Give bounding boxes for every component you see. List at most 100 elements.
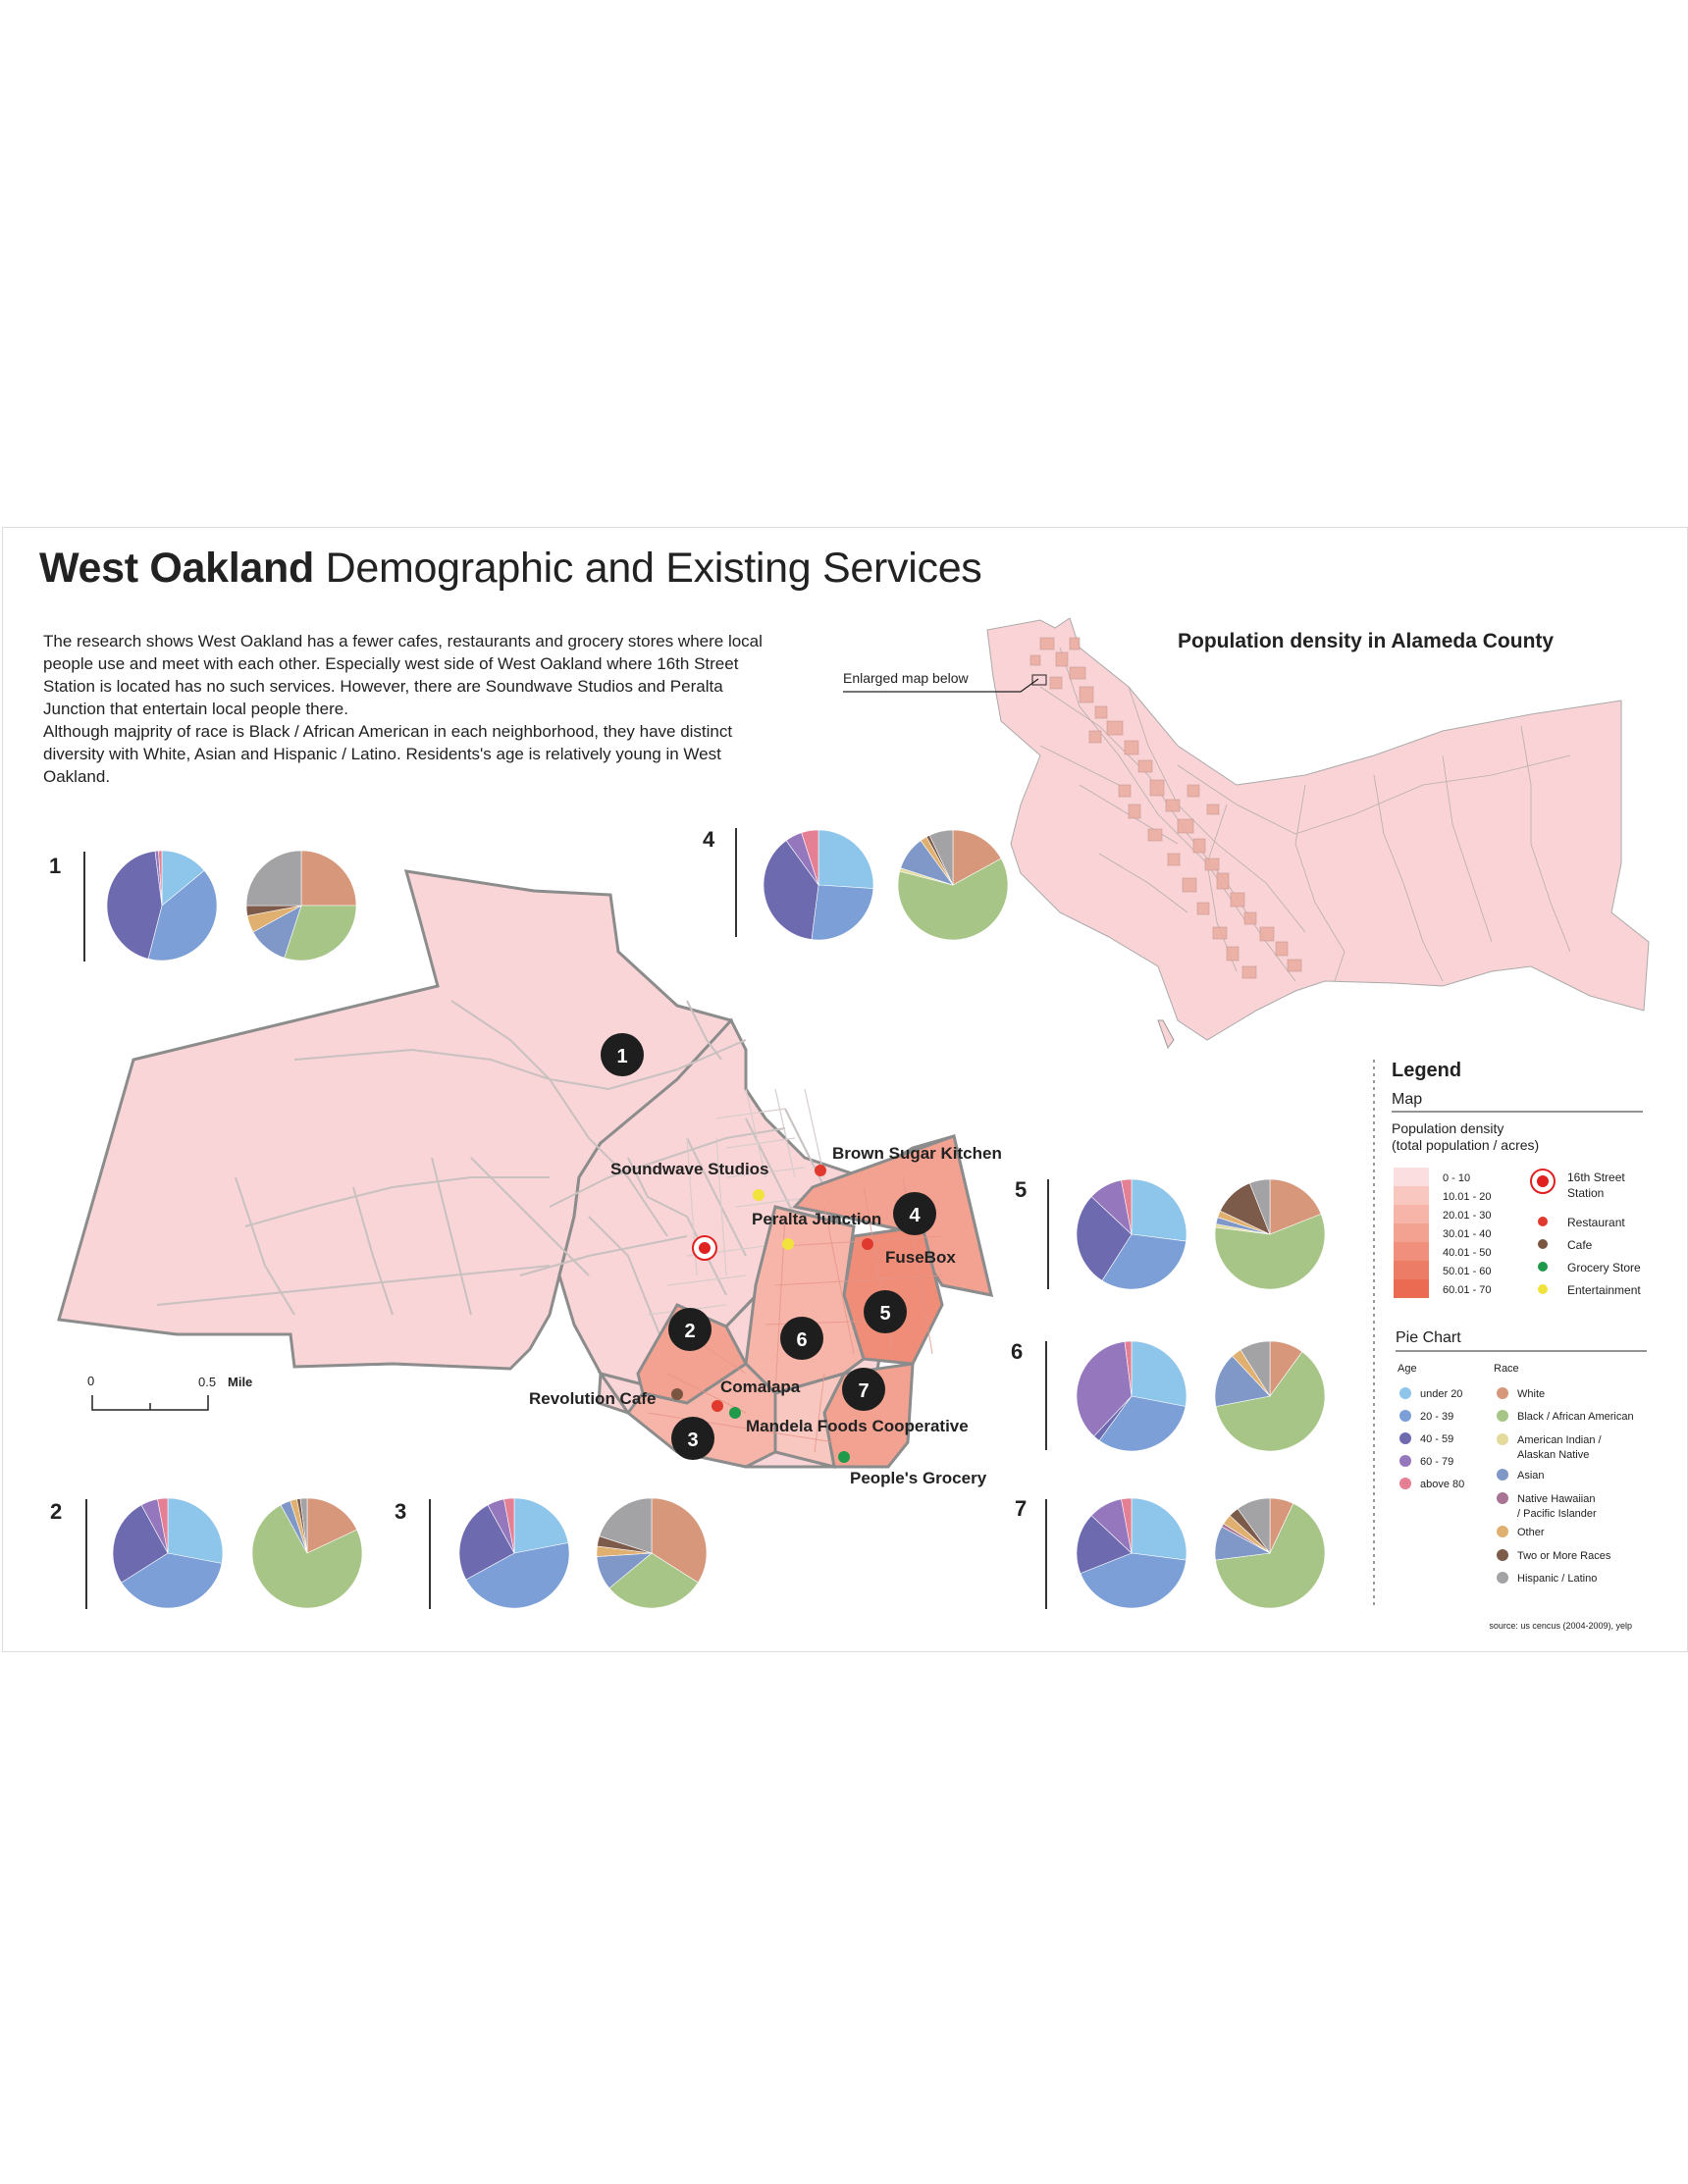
density-swatch-0: [1394, 1168, 1429, 1186]
race-legend-label-3: Alaskan Native: [1517, 1449, 1589, 1461]
density-swatch-4: [1394, 1242, 1429, 1261]
race-pie-3-slice-0: [651, 1497, 708, 1584]
restaurant-fusebox-icon: [862, 1238, 873, 1250]
age-pie-4-slice-4: [801, 829, 819, 886]
race-pie-1-slice-1: [284, 905, 357, 962]
legend-grocery-icon: [1538, 1262, 1548, 1272]
restaurant-comalapa-icon: [712, 1400, 723, 1412]
race-pie-7: [1214, 1497, 1326, 1609]
race-pie-2: [251, 1497, 363, 1609]
density-class-1: 10.01 - 20: [1443, 1191, 1492, 1203]
race-pie-6-slice-3: [1214, 1355, 1271, 1407]
density-class-6: 60.01 - 70: [1443, 1284, 1492, 1296]
race-pie-2-slice-7: [299, 1497, 308, 1554]
age-pie-5: [1076, 1178, 1187, 1290]
age-pie-7-slice-0: [1131, 1497, 1187, 1561]
density-class-0: 0 - 10: [1443, 1172, 1470, 1184]
age-pie-1-slice-2: [106, 851, 163, 960]
race-legend-swatch-7: [1497, 1572, 1508, 1584]
age-pie-4-slice-1: [811, 884, 874, 941]
race-pie-3: [596, 1497, 708, 1609]
marker-4: [893, 1192, 936, 1235]
age-legend-label-3: 60 - 79: [1420, 1456, 1453, 1468]
scale-half: 0.5: [198, 1375, 216, 1389]
age-legend-swatch-0: [1399, 1387, 1411, 1399]
intro-paragraph-2: Although majprity of race is Black / Afr…: [43, 722, 733, 786]
legend-restaurant-icon: [1538, 1217, 1548, 1226]
legend-pie-header: Pie Chart: [1396, 1329, 1461, 1346]
race-legend-label-9: Hispanic / Latino: [1517, 1573, 1597, 1585]
age-pie-3-slice-1: [465, 1542, 570, 1609]
race-pie-4-slice-7: [928, 829, 954, 886]
marker-5: [864, 1290, 907, 1333]
density-class-3: 30.01 - 40: [1443, 1228, 1492, 1240]
west-oakland-map: 1 2 3 4 5 6 7 Sound: [57, 869, 1002, 1487]
age-pie-4: [763, 829, 874, 941]
legend-density-label-2: (total population / acres): [1392, 1137, 1539, 1153]
race-legend-swatch-4: [1497, 1492, 1508, 1504]
label-brown-sugar: Brown Sugar Kitchen: [832, 1144, 1002, 1163]
neighborhood-markers: 1 2 3 4 5 6 7: [601, 1033, 936, 1460]
age-pie-3: [458, 1497, 570, 1609]
pie-charts: 1 2 3 4 5 6 7: [49, 827, 1326, 1609]
title-regular: Demographic and Existing Services: [325, 545, 982, 592]
marker-1-label: 1: [616, 1046, 627, 1067]
legend-entertainment-icon: [1538, 1284, 1548, 1294]
age-pie-6: [1076, 1340, 1187, 1452]
race-pie-6-slice-1: [1215, 1351, 1326, 1452]
age-pie-1-slice-1: [147, 869, 218, 962]
density-class-2: 20.01 - 30: [1443, 1210, 1492, 1222]
scale-unit: Mile: [228, 1375, 252, 1389]
age-legend: under 20 20 - 39 40 - 59 60 - 79 above 80: [1399, 1387, 1464, 1490]
pie-group-label-7: 7: [1015, 1496, 1027, 1521]
race-pie-2-slice-0: [306, 1497, 358, 1554]
station-16th-street-dot: [699, 1242, 711, 1254]
race-pie-2-slice-1: [251, 1504, 363, 1609]
density-swatch-6: [1394, 1279, 1429, 1298]
race-legend-swatch-2: [1497, 1433, 1508, 1445]
pie-group-label-6: 6: [1011, 1339, 1023, 1364]
race-pie-5-slice-1: [1214, 1214, 1326, 1290]
legend-map-header: Map: [1392, 1091, 1422, 1108]
intro-paragraph-1: The research shows West Oakland has a fe…: [43, 632, 763, 718]
marker-2-label: 2: [684, 1321, 695, 1342]
grocery-mandela-icon: [729, 1407, 741, 1419]
age-pie-7-slice-1: [1080, 1552, 1187, 1609]
race-pie-3-slice-7: [599, 1497, 653, 1554]
race-pie-1: [245, 850, 357, 962]
age-legend-label-0: under 20: [1420, 1388, 1462, 1400]
callout-box: [1031, 674, 1047, 686]
race-legend-swatch-3: [1497, 1469, 1508, 1481]
scale-bar: 0 0.5 Mile: [87, 1374, 252, 1411]
age-pie-6-slice-0: [1131, 1340, 1187, 1407]
age-legend-label-4: above 80: [1420, 1479, 1464, 1490]
race-pie-3-slice-1: [608, 1552, 699, 1609]
marker-3: [671, 1417, 714, 1460]
age-pie-6-slice-3: [1076, 1341, 1133, 1437]
density-swatch-3: [1394, 1223, 1429, 1242]
age-pie-2-slice-0: [167, 1497, 224, 1564]
race-legend-swatch-0: [1497, 1387, 1508, 1399]
restaurant-brown-sugar-icon: [815, 1165, 826, 1176]
age-pie-2-slice-4: [157, 1497, 169, 1554]
marker-4-label: 4: [909, 1205, 921, 1226]
age-pie-3-slice-2: [458, 1504, 515, 1581]
age-pie-4-slice-0: [818, 829, 874, 889]
age-legend-swatch-2: [1399, 1432, 1411, 1444]
inset-county-map: Population density in Alameda County Enl…: [843, 617, 1650, 1050]
age-pie-4-slice-2: [763, 840, 819, 940]
label-peoples: People's Grocery: [850, 1469, 987, 1487]
label-mandela: Mandela Foods Cooperative: [746, 1417, 969, 1435]
label-peralta: Peralta Junction: [752, 1210, 881, 1228]
age-pie-7-slice-4: [1121, 1497, 1133, 1554]
age-pie-2: [112, 1497, 224, 1609]
legend-race-header: Race: [1494, 1363, 1519, 1375]
race-legend-label-5: Native Hawaiian: [1517, 1493, 1595, 1505]
age-pie-6-slice-4: [1124, 1340, 1133, 1397]
label-revolution: Revolution Cafe: [529, 1389, 656, 1408]
density-swatches: 0 - 10 10.01 - 20 20.01 - 30 30.01 - 40 40.0…: [1394, 1168, 1492, 1298]
race-pie-4: [897, 829, 1009, 941]
density-tracts: [625, 1134, 993, 1470]
legend-station-1: 16th Street: [1567, 1170, 1625, 1184]
